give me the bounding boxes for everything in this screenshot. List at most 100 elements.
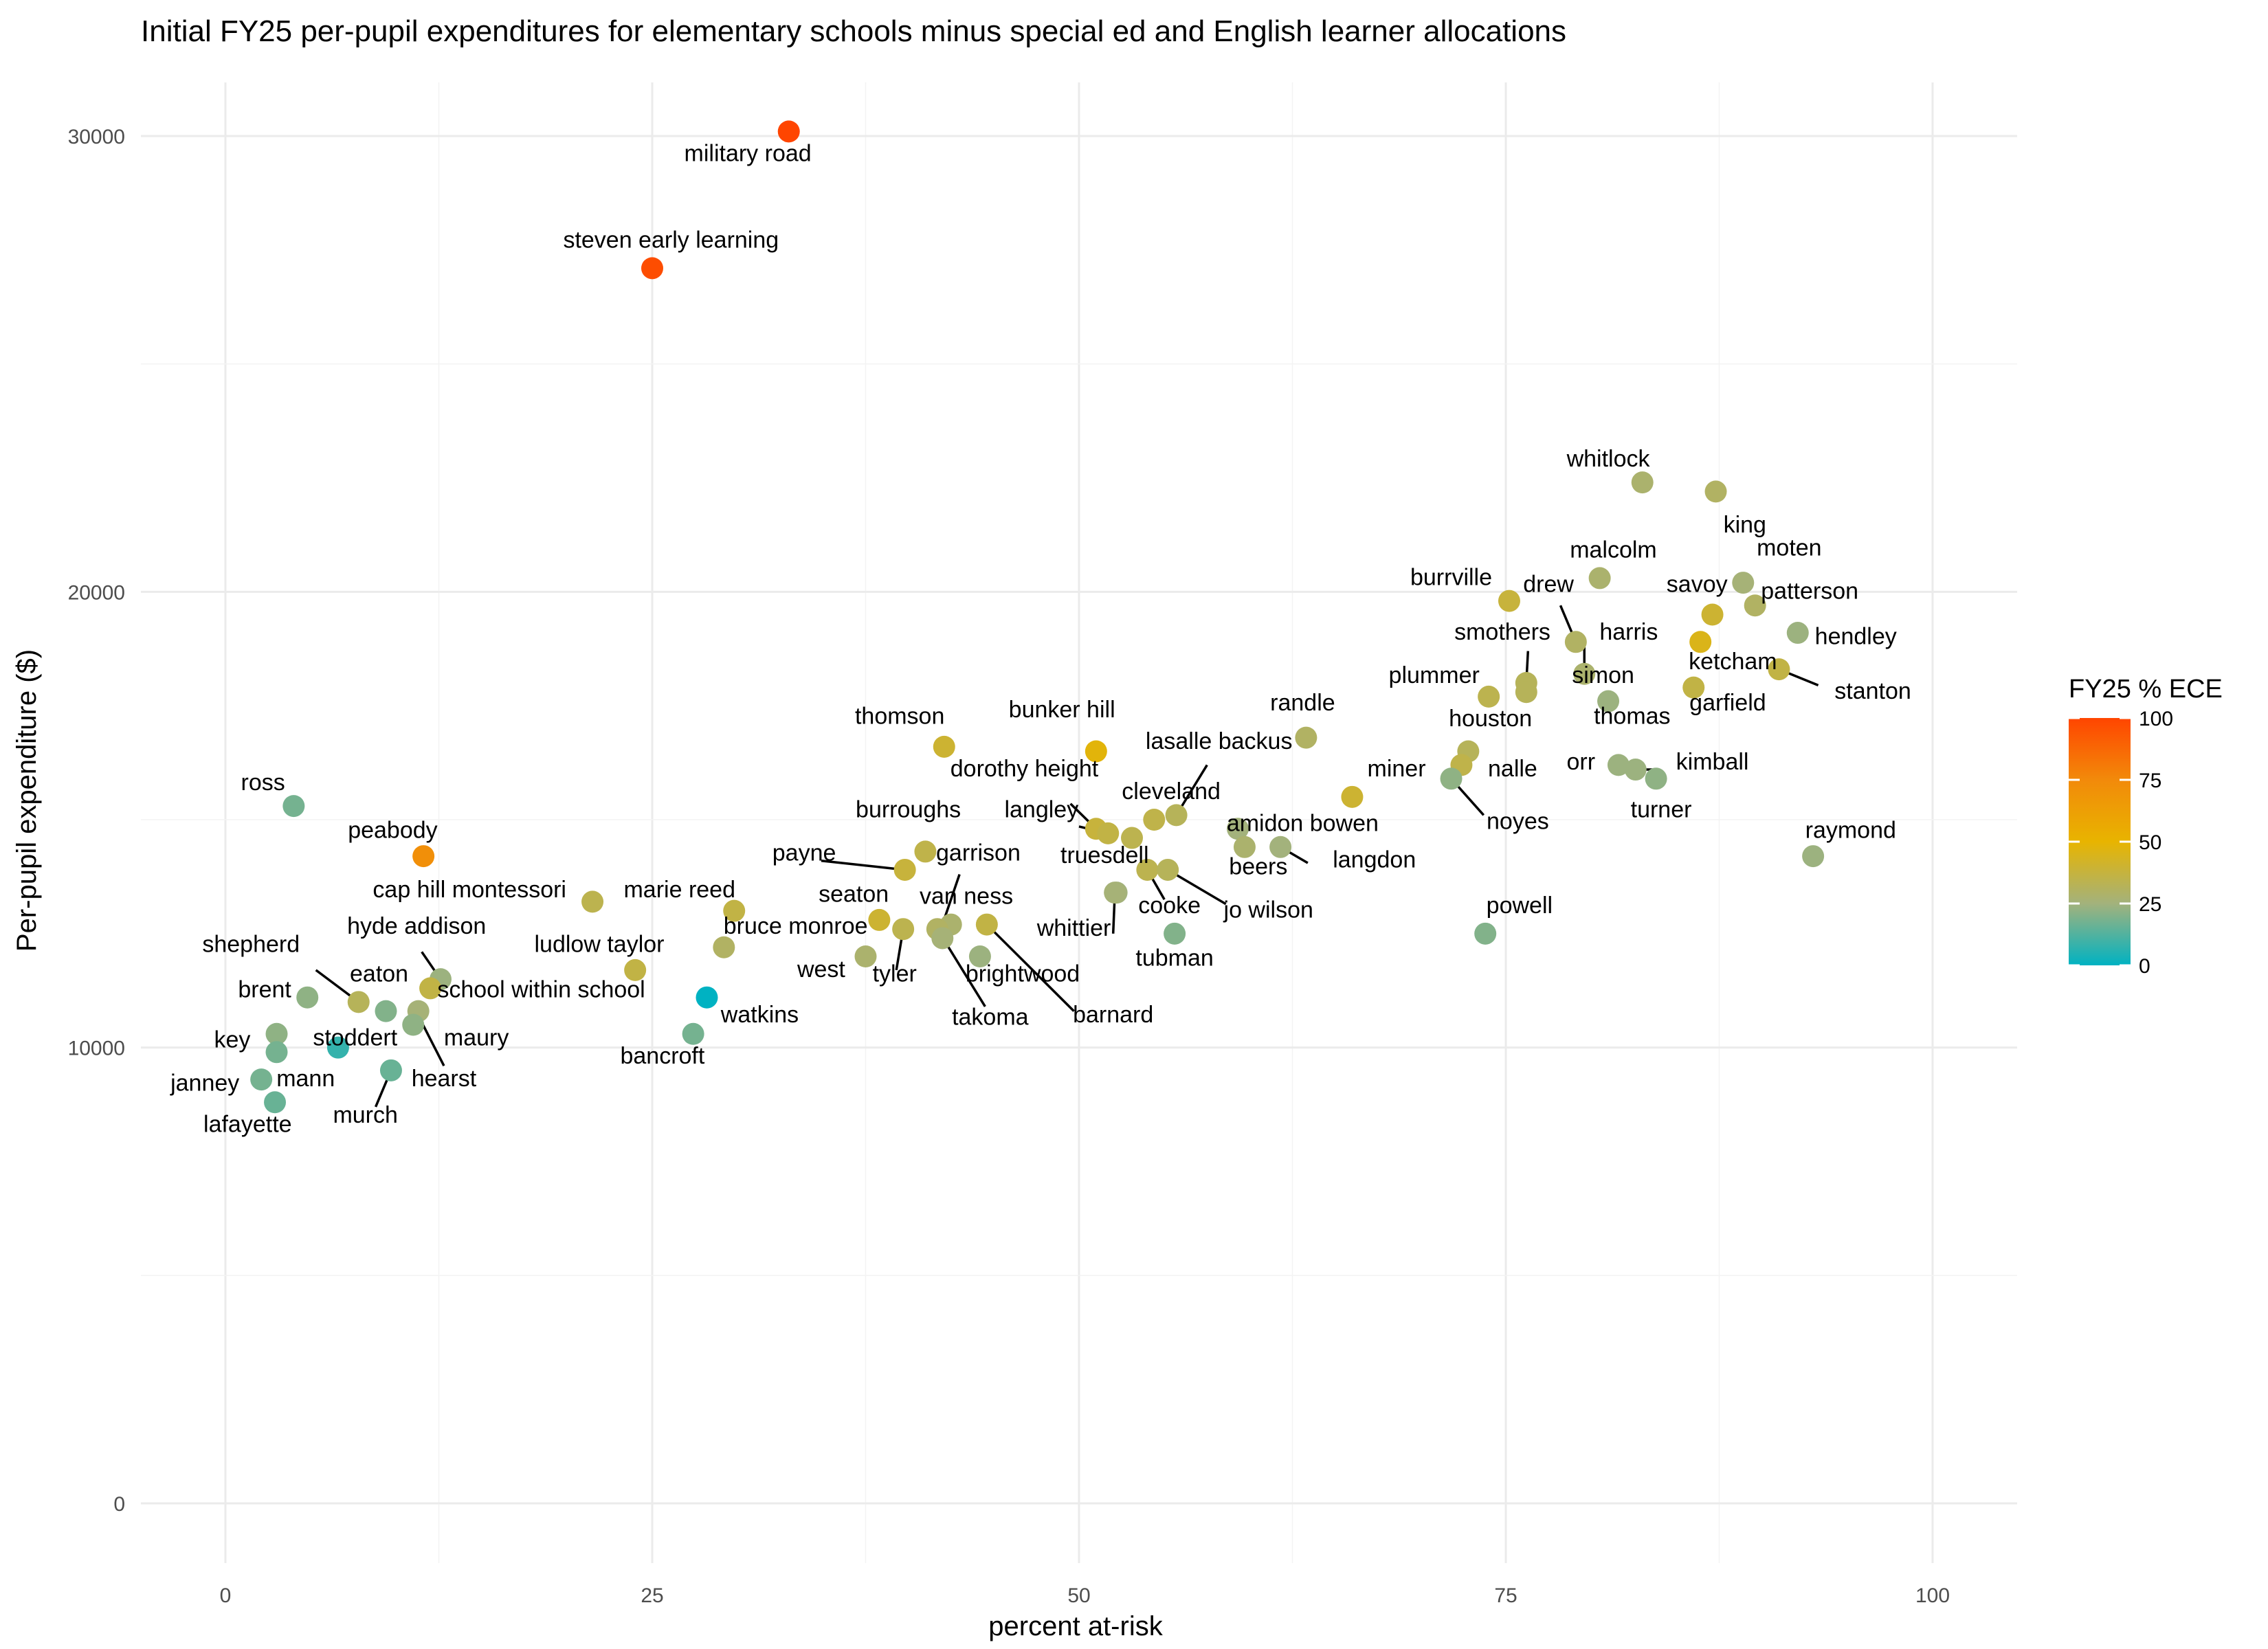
label-cap-hill-montessori: cap hill montessori [373, 877, 566, 903]
label-whitlock: whitlock [1566, 446, 1651, 472]
label-stanton: stanton [1834, 678, 1911, 704]
label-mann: mann [276, 1066, 335, 1092]
label-powell: powell [1487, 893, 1553, 919]
label-kimball: kimball [1676, 749, 1749, 775]
label-malcolm: malcolm [1570, 537, 1657, 563]
label-payne: payne [772, 840, 836, 866]
label-hyde-addison: hyde addison [347, 913, 486, 939]
point-drew [1564, 631, 1587, 653]
label-whittier: whittier [1036, 915, 1111, 941]
label-west: west [797, 956, 845, 983]
point-whittier [1104, 882, 1126, 904]
grid [141, 82, 2017, 1563]
label-military-road: military road [685, 140, 812, 166]
label-hearst: hearst [412, 1066, 477, 1092]
label-smothers: smothers [1454, 619, 1550, 645]
label-garfield: garfield [1689, 690, 1766, 716]
point-stoddert [402, 1013, 425, 1036]
y-tick-label: 30000 [68, 126, 125, 148]
point-shepherd [347, 991, 370, 1013]
point-powell [1474, 922, 1497, 945]
point-school-within-school [419, 977, 442, 1000]
label-brent: brent [238, 977, 291, 1003]
point-watkins [696, 986, 718, 1009]
point-peabody [412, 845, 435, 868]
point-simon [1515, 681, 1537, 704]
point-ketcham [1689, 631, 1712, 653]
point-stoddert2 [265, 1041, 288, 1064]
label-randle: randle [1270, 690, 1335, 716]
label-barnard: barnard [1073, 1002, 1153, 1028]
legend-tick-label: 50 [2139, 831, 2161, 854]
point-miner [1341, 785, 1364, 808]
label-bruce-monroe: bruce monroe [724, 913, 868, 939]
x-tick-label: 50 [1067, 1584, 1090, 1607]
label-shepherd: shepherd [202, 931, 300, 957]
point-brent [296, 986, 319, 1009]
point-mann [250, 1068, 273, 1091]
label-burroughs: burroughs [856, 797, 961, 823]
point-randle [1295, 726, 1318, 749]
label-ketcham: ketcham [1689, 649, 1777, 675]
label-tubman: tubman [1135, 945, 1213, 971]
label-plummer: plummer [1389, 662, 1480, 688]
label-school-within-school: school within school [437, 977, 645, 1003]
y-axis-title: Per-pupil expenditure ($) [12, 649, 42, 952]
x-axis-title: percent at-risk [988, 1611, 1163, 1641]
point-garfield [1682, 676, 1705, 699]
label-tyler: tyler [873, 961, 917, 987]
x-tick-label: 0 [220, 1584, 232, 1607]
point-thomson [933, 735, 955, 758]
label-noyes: noyes [1487, 808, 1549, 834]
label-stoddert: stoddert [313, 1024, 397, 1051]
label-harris: harris [1599, 619, 1658, 645]
color-legend: FY25 % ECE 0 25 50 75 100 [2069, 675, 2223, 978]
y-tick-label: 20000 [68, 581, 125, 604]
label-orr: orr [1567, 749, 1596, 775]
label-simon: simon [1572, 662, 1634, 688]
y-tick-label: 0 [113, 1493, 125, 1516]
label-thomson: thomson [855, 704, 944, 730]
label-amidon-bowen: amidon bowen [1227, 811, 1379, 837]
point-bancroft [682, 1022, 704, 1045]
point-military-road [777, 120, 800, 143]
label-langley: langley [1004, 797, 1078, 823]
point-burrville [1498, 590, 1520, 612]
label-takoma: takoma [952, 1005, 1029, 1031]
point-amidon-bowen [1227, 818, 1249, 840]
point-steven-early-learning [641, 257, 663, 280]
label-langdon: langdon [1333, 847, 1416, 873]
point-kimball [1624, 759, 1647, 781]
label-drew: drew [1523, 571, 1574, 597]
label-brightwood: brightwood [966, 961, 1080, 987]
point-payne [893, 858, 916, 881]
y-tick-label: 10000 [68, 1037, 125, 1060]
label-ludlow-taylor: ludlow taylor [535, 931, 665, 957]
label-raymond: raymond [1805, 818, 1896, 844]
point-tyler [892, 918, 915, 941]
point-raymond [1802, 845, 1825, 868]
x-tick-label: 75 [1494, 1584, 1517, 1607]
label-key: key [214, 1027, 250, 1053]
label-burrville: burrville [1410, 564, 1492, 590]
label-patterson: patterson [1761, 578, 1858, 604]
point-cap-hill-montessori [581, 890, 604, 913]
label-eaton: eaton [350, 961, 408, 987]
label-maury: maury [444, 1024, 509, 1051]
point-bruce-monroe [713, 936, 735, 958]
point-barnard [975, 913, 998, 936]
x-axis-ticks: 0 25 50 75 100 [220, 1584, 1950, 1607]
label-dorothy-height: dorothy height [950, 756, 1099, 782]
label-truesdell: truesdell [1060, 842, 1149, 868]
point-bunker-hill [1085, 740, 1107, 763]
point-turner [1645, 767, 1667, 790]
label-ross: ross [241, 770, 285, 796]
legend-tick-label: 0 [2139, 955, 2150, 978]
legend-tick-label: 75 [2139, 770, 2161, 792]
point-savoy [1701, 603, 1724, 626]
label-lafayette: lafayette [203, 1111, 292, 1137]
point-stoddert_pt [326, 1036, 349, 1059]
point-langdon [1269, 835, 1292, 858]
label-lasalle-backus: lasalle backus [1146, 728, 1293, 754]
